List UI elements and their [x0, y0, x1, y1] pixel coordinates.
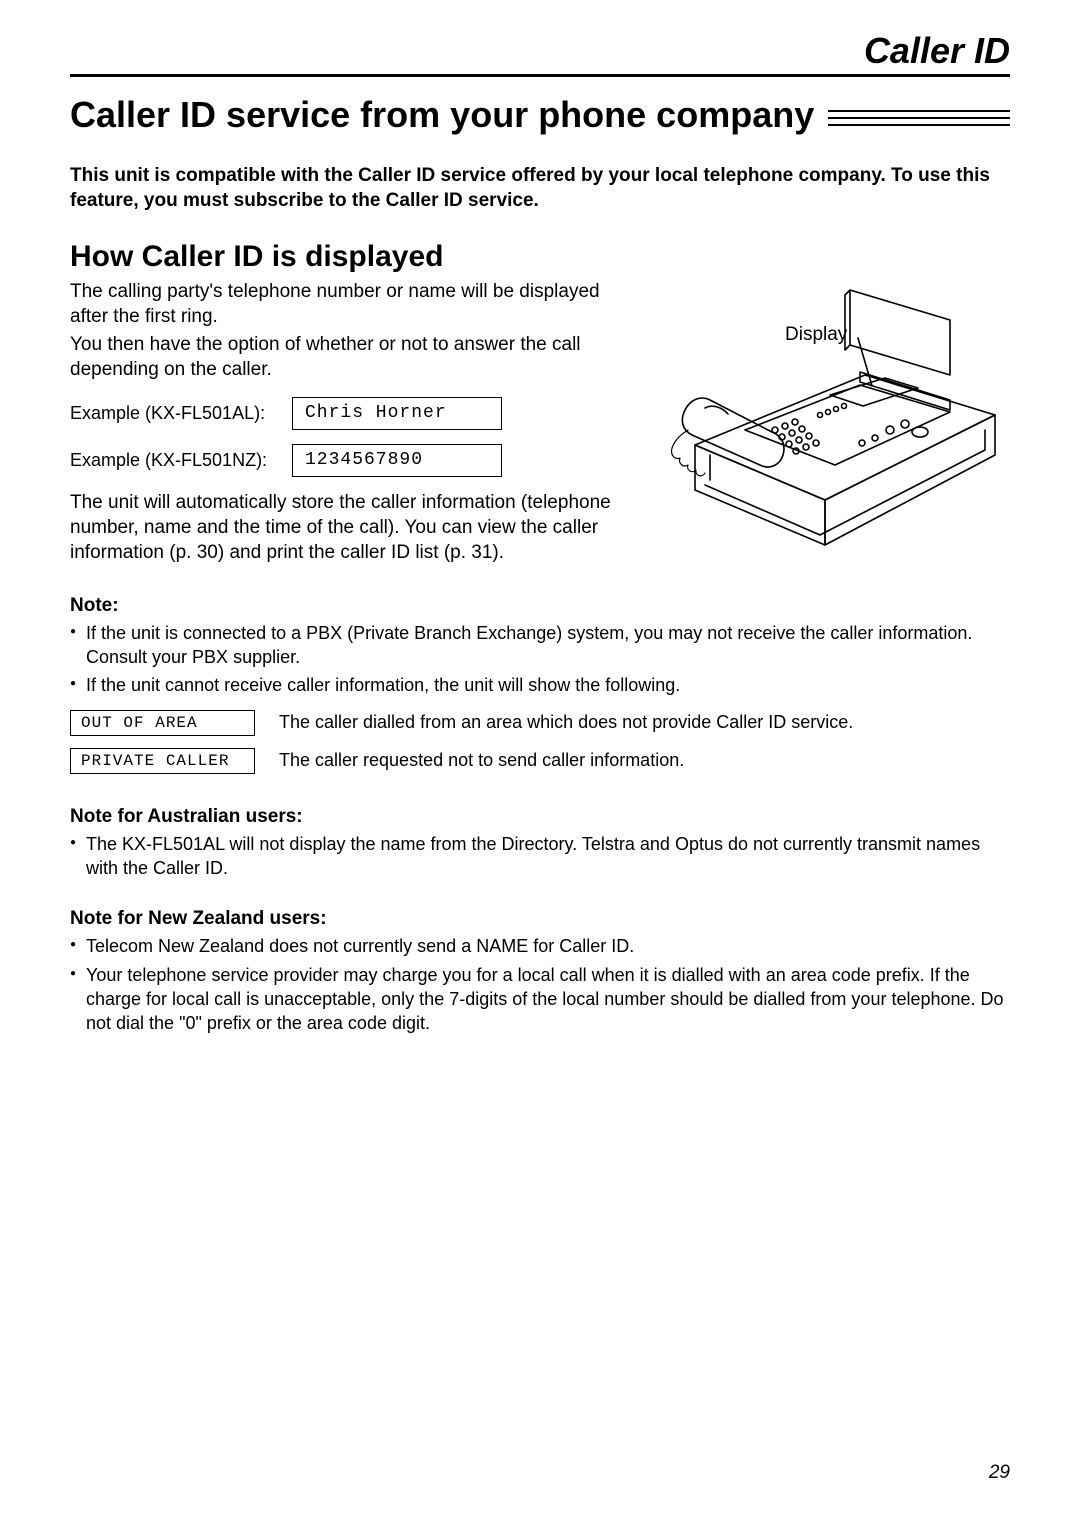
lcd-display-box: OUT OF AREA: [70, 710, 255, 736]
list-item: Your telephone service provider may char…: [70, 963, 1010, 1036]
example-row: Example (KX-FL501NZ): 1234567890: [70, 444, 630, 477]
section-label: Caller ID: [70, 30, 1010, 74]
status-message-row: OUT OF AREA The caller dialled from an a…: [70, 710, 1010, 736]
left-column: The calling party's telephone number or …: [70, 280, 630, 570]
paragraph: The calling party's telephone number or …: [70, 280, 630, 329]
two-column-layout: The calling party's telephone number or …: [70, 280, 1010, 575]
note-nz-heading: Note for New Zealand users:: [70, 908, 1010, 930]
note-au-heading: Note for Australian users:: [70, 806, 1010, 828]
page-title: Caller ID service from your phone compan…: [70, 95, 814, 135]
right-column: Display: [650, 280, 1010, 575]
intro-paragraph: This unit is compatible with the Caller …: [70, 163, 1010, 214]
note-bullet-list: If the unit is connected to a PBX (Priva…: [70, 621, 1010, 698]
title-decoration: [828, 104, 1010, 126]
status-message-row: PRIVATE CALLER The caller requested not …: [70, 748, 1010, 774]
status-description: The caller requested not to send caller …: [279, 749, 684, 772]
list-item: The KX-FL501AL will not display the name…: [70, 832, 1010, 881]
list-item: If the unit cannot receive caller inform…: [70, 673, 1010, 697]
page-title-row: Caller ID service from your phone compan…: [70, 95, 1010, 135]
lcd-display-box: 1234567890: [292, 444, 502, 477]
lcd-display-box: PRIVATE CALLER: [70, 748, 255, 774]
list-item: Telecom New Zealand does not currently s…: [70, 934, 1010, 958]
page-number: 29: [989, 1462, 1010, 1484]
manual-page: Caller ID Caller ID service from your ph…: [0, 0, 1080, 1526]
paragraph: You then have the option of whether or n…: [70, 333, 630, 382]
note-heading: Note:: [70, 595, 1010, 617]
header-rule: [70, 74, 1010, 77]
list-item: If the unit is connected to a PBX (Priva…: [70, 621, 1010, 670]
example-row: Example (KX-FL501AL): Chris Horner: [70, 397, 630, 430]
paragraph: The unit will automatically store the ca…: [70, 491, 630, 565]
example-label: Example (KX-FL501NZ):: [70, 449, 280, 472]
display-callout-label: Display: [785, 324, 847, 346]
subsection-heading: How Caller ID is displayed: [70, 240, 1010, 274]
status-description: The caller dialled from an area which do…: [279, 711, 853, 734]
lcd-display-box: Chris Horner: [292, 397, 502, 430]
example-label: Example (KX-FL501AL):: [70, 402, 280, 425]
note-au-bullet-list: The KX-FL501AL will not display the name…: [70, 832, 1010, 881]
note-nz-bullet-list: Telecom New Zealand does not currently s…: [70, 934, 1010, 1035]
